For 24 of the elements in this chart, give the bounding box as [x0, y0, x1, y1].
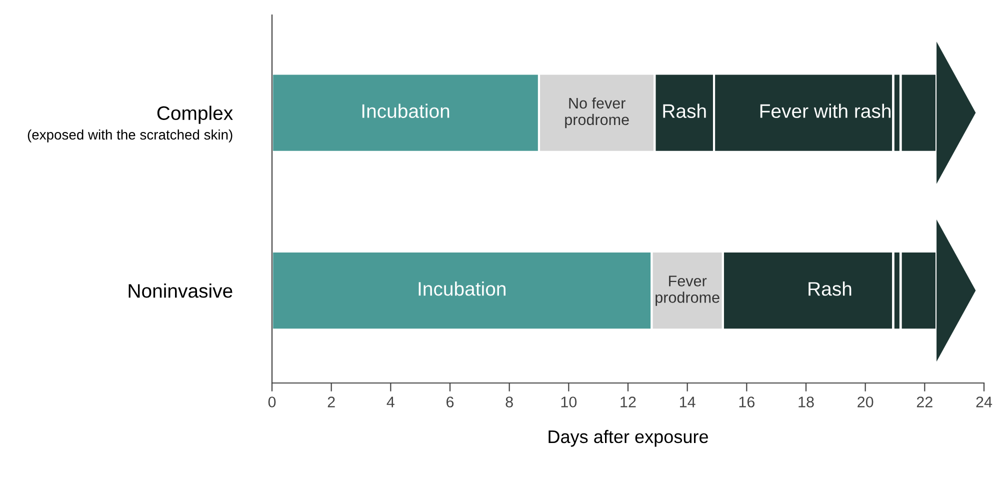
x-tick-label: 16 [739, 396, 754, 408]
x-tick-label: 0 [268, 396, 276, 408]
x-tick-label: 24 [976, 396, 992, 408]
x-tick-label: 8 [506, 396, 513, 408]
x-tick-label: 18 [798, 396, 814, 408]
text: (exposed with the scratched skin) [28, 129, 232, 142]
data-label: No fever prodrome [565, 97, 629, 128]
x-tick-label: 2 [328, 396, 335, 408]
x-axis-title: Days after exposure [548, 430, 708, 447]
x-tick-label: 14 [680, 396, 696, 408]
x-tick-label: 22 [916, 396, 932, 408]
x-tick-label: 10 [561, 396, 577, 408]
data-label: Incubation [418, 281, 506, 296]
data-label: Rash [663, 104, 706, 118]
data-label: Incubation [362, 104, 450, 118]
y-tick-label: Noninvasive [128, 284, 232, 298]
data-label: Fever prodrome [656, 276, 720, 306]
x-tick-label: 12 [620, 396, 636, 408]
x-tick-label: 6 [446, 396, 454, 408]
data-label: Fever with rash [760, 104, 890, 118]
data-label: Rash [808, 281, 852, 296]
x-tick-label: 20 [858, 396, 874, 408]
x-tick-label: 4 [386, 396, 394, 408]
y-tick-label: Complex [157, 106, 233, 124]
